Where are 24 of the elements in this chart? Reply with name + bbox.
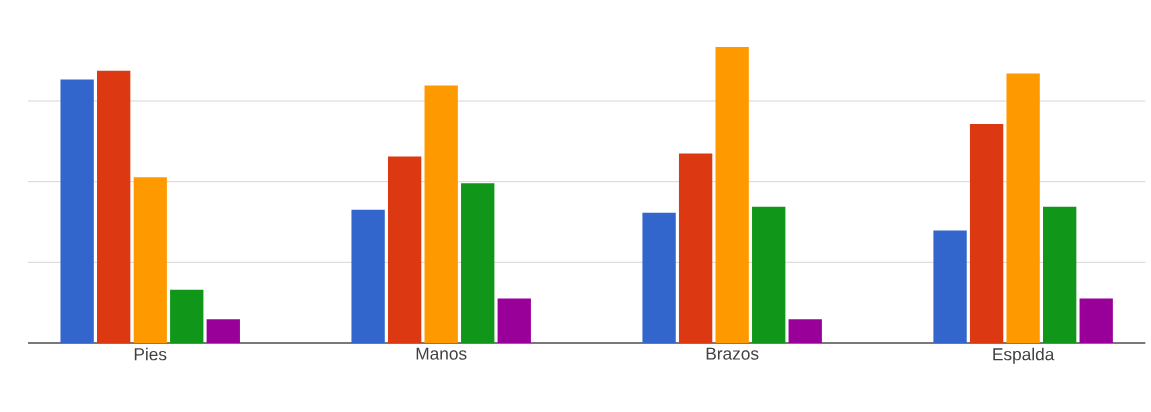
bar [969,123,1004,343]
bar [461,183,495,343]
bar [715,46,749,343]
bar [351,209,385,343]
bar [1006,73,1040,343]
bar [387,156,422,343]
bar [933,230,967,343]
bar [1079,298,1113,343]
bar [678,153,713,343]
bar [170,289,204,343]
x-tick-label: Espalda [993,347,1055,364]
bar [752,206,786,343]
bar [206,319,240,343]
bar [1043,206,1077,343]
bar [97,70,131,343]
bar [133,177,167,343]
bar [424,85,458,343]
x-tick-label: Pies [134,347,167,361]
bar [497,298,531,343]
bar [788,319,822,343]
x-tick-label: Manos [416,347,467,360]
bar [60,79,94,343]
bar [642,212,676,343]
x-tick-label: Brazos [706,347,759,360]
